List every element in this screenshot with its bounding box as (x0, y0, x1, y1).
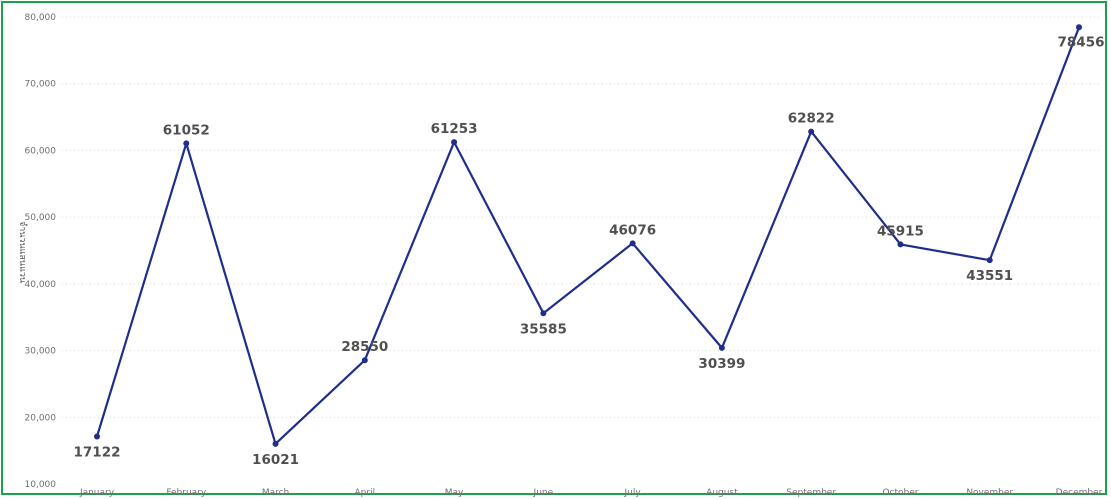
y-tick-label: 70,000 (25, 80, 57, 90)
data-points (94, 24, 1082, 447)
data-label: 28550 (341, 339, 388, 355)
x-tick-label: October (882, 488, 918, 498)
data-point (808, 128, 815, 135)
x-tick-label: December (1056, 488, 1103, 498)
data-label: 30399 (698, 356, 745, 372)
y-tick-label: 80,000 (25, 13, 57, 23)
x-tick-label: August (706, 488, 738, 498)
data-label: 35585 (520, 321, 567, 337)
x-tick-label: January (79, 488, 115, 498)
y-axis-label: จำนวนแสนแวน (17, 221, 28, 283)
data-label: 46076 (609, 222, 656, 238)
data-point (718, 344, 725, 351)
gridlines (62, 16, 1100, 418)
x-axis-ticks: January February March April May June July Augu… (79, 488, 1103, 498)
data-labels: 17122 61052 16021 28550 61253 35585 46076 30399… (74, 34, 1105, 468)
data-point (540, 310, 547, 317)
x-tick-label: July (624, 488, 642, 498)
data-point (629, 240, 636, 247)
x-tick-label: June (533, 488, 554, 498)
x-tick-label: September (786, 488, 836, 498)
x-tick-label: November (966, 488, 1013, 498)
x-tick-label: May (445, 488, 464, 498)
data-point (272, 440, 279, 447)
data-label: 78456 (1058, 34, 1105, 50)
data-label: 61253 (431, 121, 478, 137)
data-label: 17122 (74, 444, 121, 460)
series-line (95, 26, 1081, 445)
data-point (451, 139, 458, 146)
data-point (897, 241, 904, 248)
data-label: 45915 (877, 223, 924, 239)
x-tick-label: March (262, 488, 289, 498)
y-tick-label: 10,000 (25, 480, 57, 490)
data-point (183, 140, 190, 147)
x-tick-label: February (166, 488, 207, 498)
data-point (361, 357, 368, 364)
data-label: 61052 (163, 122, 210, 138)
data-label: 62822 (788, 111, 835, 127)
data-label: 43551 (966, 268, 1013, 284)
data-label: 16021 (252, 452, 299, 468)
y-tick-label: 50,000 (25, 213, 57, 223)
y-tick-label: 30,000 (25, 347, 57, 357)
y-tick-label: 40,000 (25, 280, 57, 290)
data-point (986, 257, 993, 264)
x-tick-label: April (355, 488, 376, 498)
y-tick-label: 20,000 (25, 413, 57, 423)
data-point (94, 433, 100, 440)
y-axis-ticks: 10,000 20,000 30,000 40,000 50,000 60,000 70,0… (25, 13, 57, 490)
data-point (1076, 24, 1082, 31)
y-tick-label: 60,000 (25, 146, 57, 156)
